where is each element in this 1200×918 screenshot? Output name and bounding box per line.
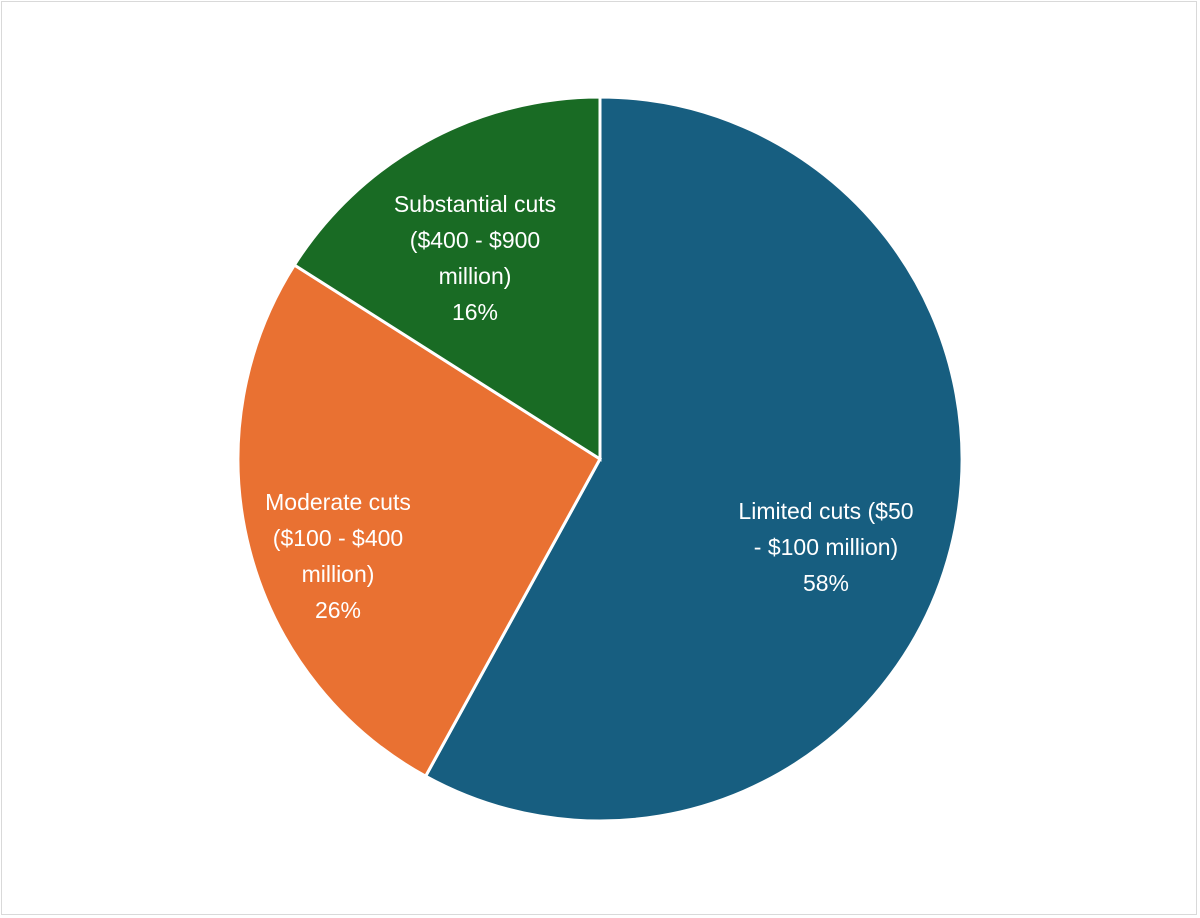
data-label-percent: 16%	[452, 299, 498, 325]
data-label-text: ($100 - $400	[273, 525, 403, 551]
data-label-text: ($400 - $900	[410, 227, 540, 253]
pie-slice-2	[292, 95, 602, 462]
data-label-text: Substantial cuts	[394, 191, 556, 217]
data-label-text: Moderate cuts	[265, 489, 411, 515]
data-label-percent: 26%	[315, 597, 361, 623]
data-label-percent: 58%	[803, 570, 849, 596]
pie-slice-0	[423, 95, 964, 823]
data-label-text: Limited cuts ($50	[738, 498, 913, 524]
pie-slice-1	[236, 262, 602, 779]
data-label-text: million)	[439, 263, 512, 289]
data-label-text: - $100 million)	[754, 534, 898, 560]
data-label-text: million)	[302, 561, 375, 587]
